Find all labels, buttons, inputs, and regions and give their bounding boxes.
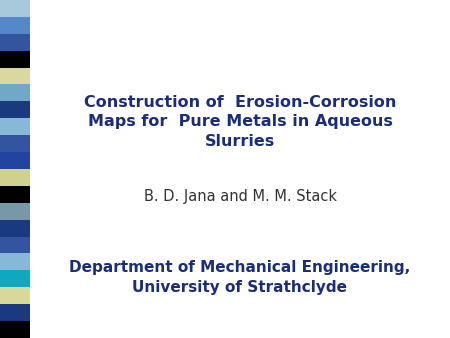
- Bar: [0, 186, 30, 203]
- Bar: [0, 0, 30, 17]
- Bar: [0, 203, 30, 220]
- Bar: [0, 118, 30, 135]
- Bar: [0, 68, 30, 84]
- Text: B. D. Jana and M. M. Stack: B. D. Jana and M. M. Stack: [144, 189, 337, 203]
- Text: Department of Mechanical Engineering,
University of Strathclyde: Department of Mechanical Engineering, Un…: [69, 260, 410, 294]
- Bar: [0, 101, 30, 118]
- Bar: [0, 51, 30, 68]
- Bar: [0, 270, 30, 287]
- Text: Construction of  Erosion-Corrosion
Maps for  Pure Metals in Aqueous
Slurries: Construction of Erosion-Corrosion Maps f…: [84, 95, 396, 149]
- Bar: [0, 287, 30, 304]
- Bar: [0, 169, 30, 186]
- Bar: [0, 237, 30, 254]
- Bar: [0, 17, 30, 34]
- Bar: [0, 152, 30, 169]
- Bar: [0, 321, 30, 338]
- Bar: [0, 220, 30, 237]
- Bar: [0, 254, 30, 270]
- Bar: [0, 34, 30, 51]
- Bar: [0, 304, 30, 321]
- Bar: [0, 84, 30, 101]
- Bar: [0, 135, 30, 152]
